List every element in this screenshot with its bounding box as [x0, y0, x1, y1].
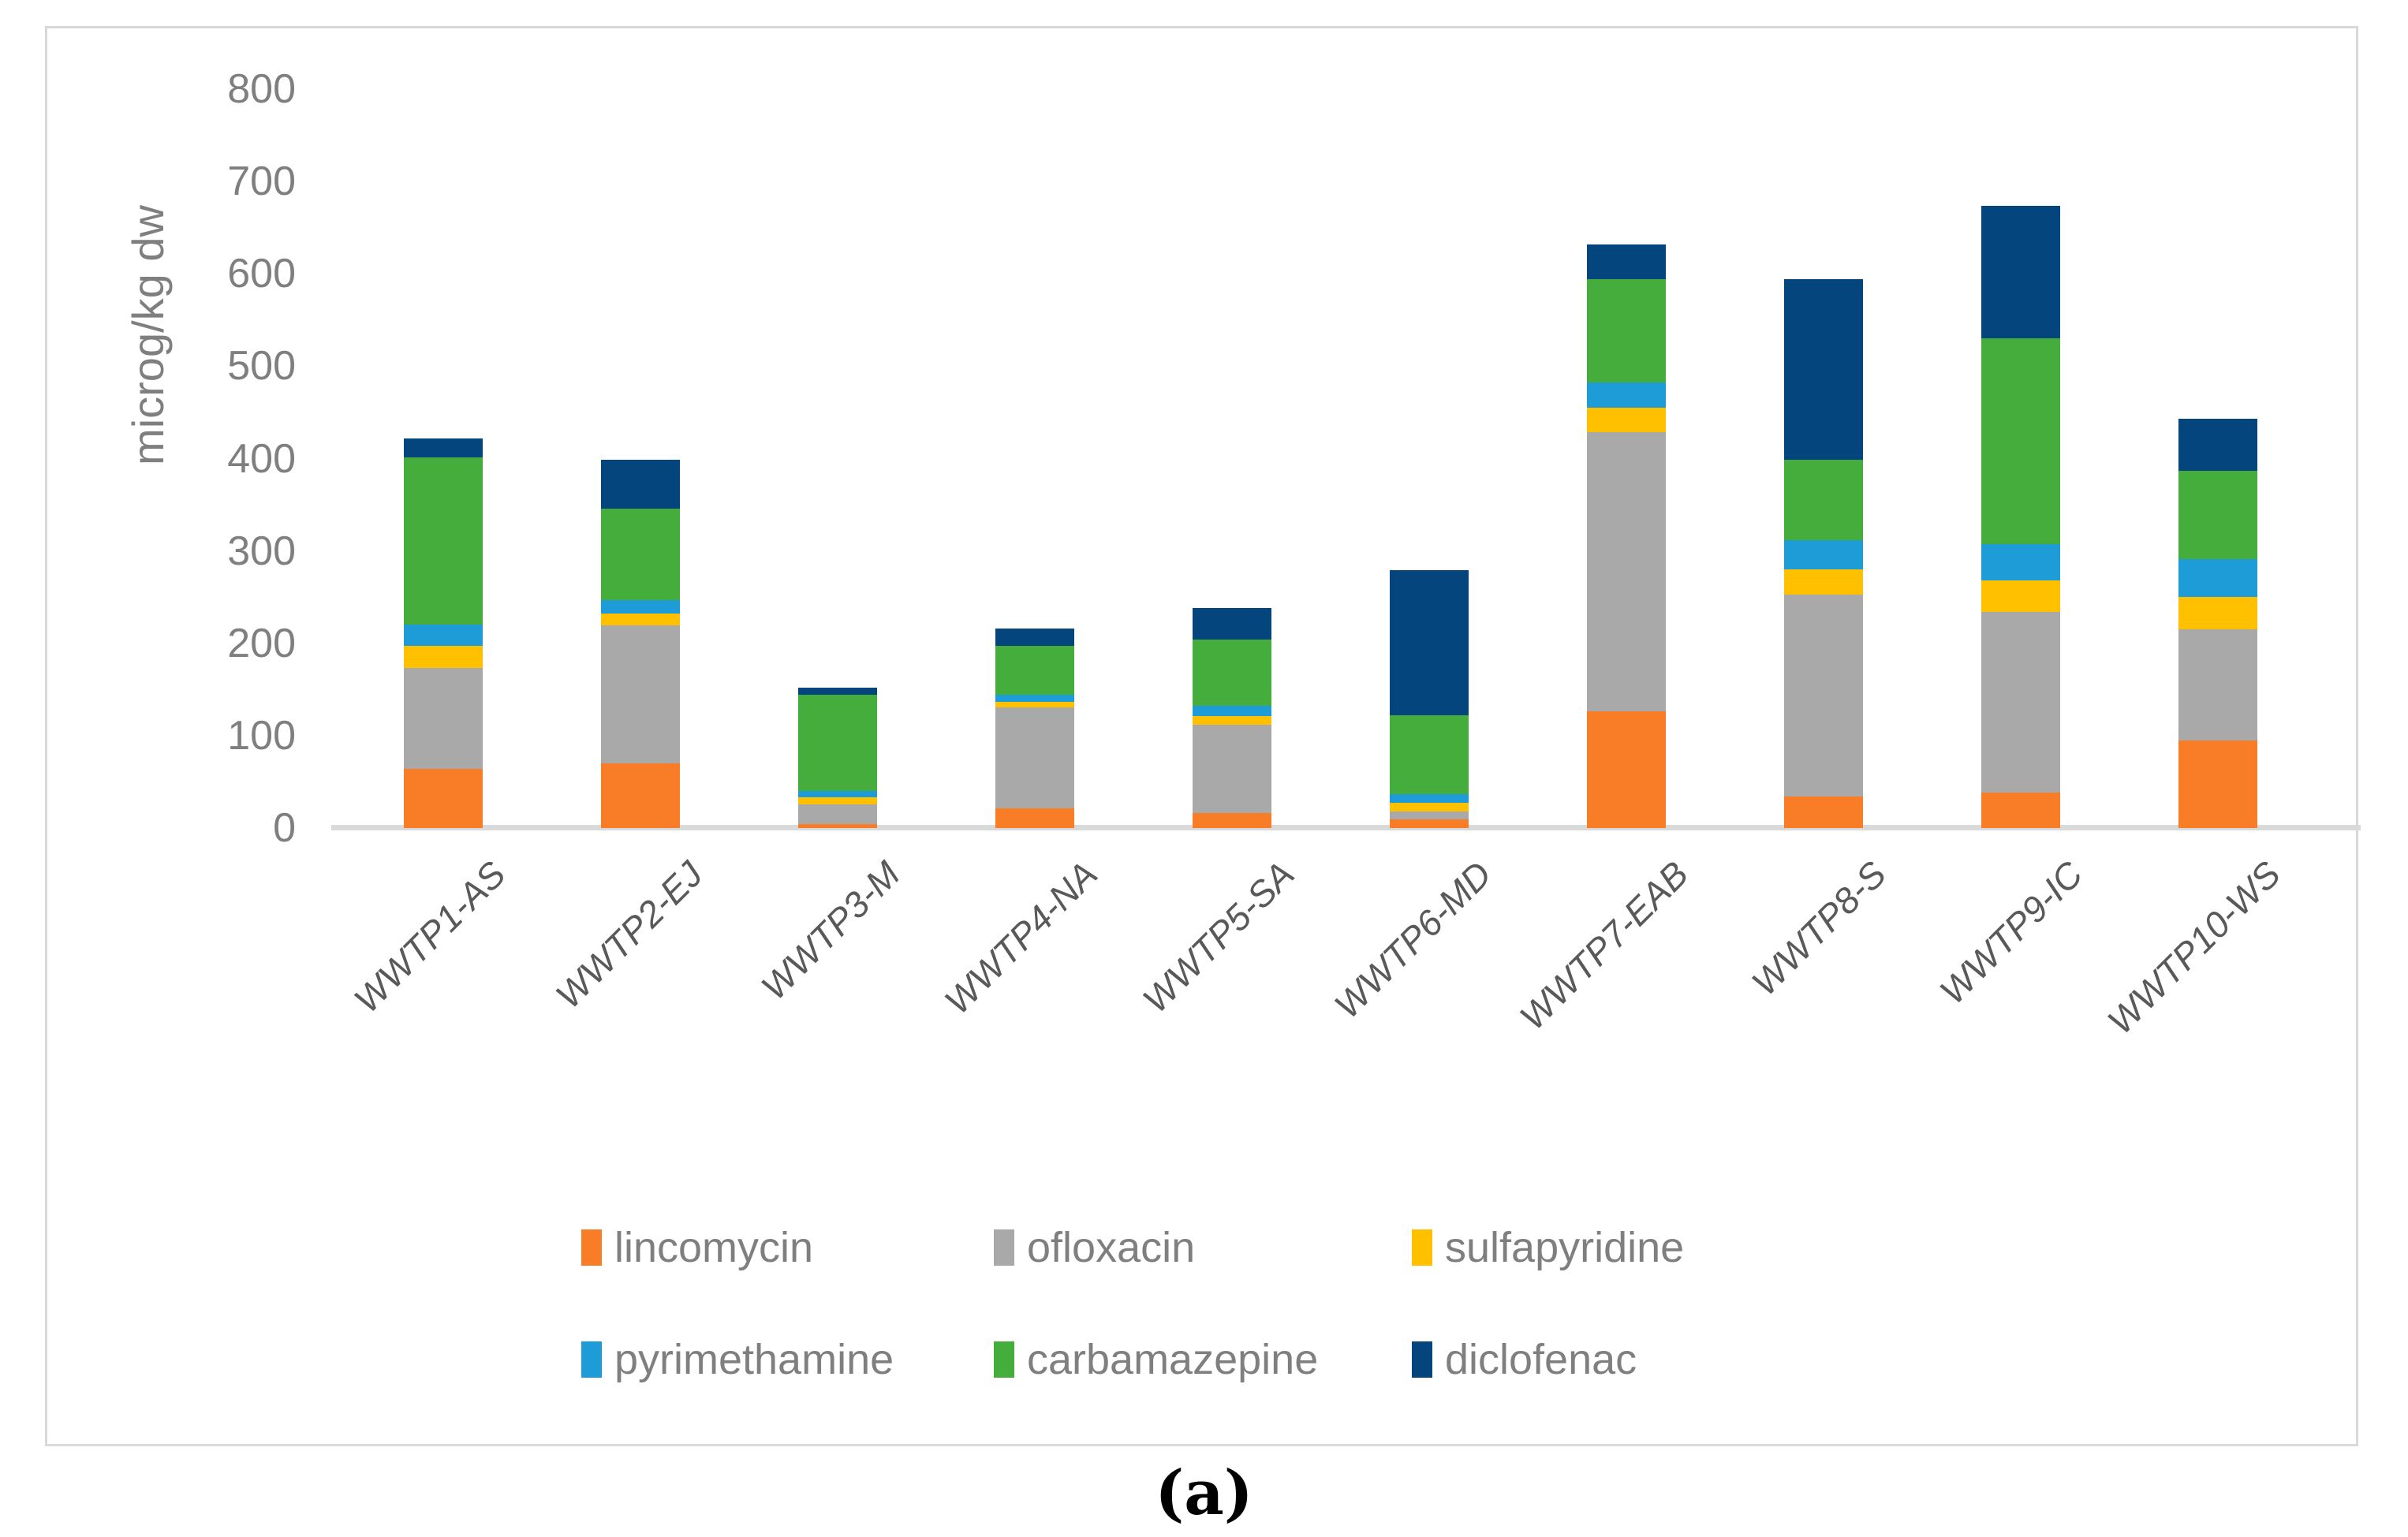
bar-segment-carbamazepine [404, 457, 483, 625]
legend-swatch-icon [1412, 1229, 1432, 1266]
bar-segment-diclofenac [1784, 279, 1863, 460]
bar-segment-lincomycin [798, 824, 877, 828]
bar-segment-diclofenac [995, 629, 1074, 647]
x-axis-line [331, 825, 2361, 830]
legend-label: carbamazepine [1027, 1336, 1319, 1383]
legend-row-1: lincomycin ofloxacin sulfapyridine [581, 1224, 1922, 1271]
legend-swatch-icon [581, 1341, 602, 1378]
legend-swatch-icon [994, 1341, 1014, 1378]
bar-segment-diclofenac [1193, 608, 1271, 640]
bar-segment-ofloxacin [1784, 594, 1863, 797]
bar-segment-lincomycin [1784, 796, 1863, 828]
bar-segment-sulfapyridine [1390, 803, 1469, 811]
y-tick-label: 400 [227, 435, 296, 482]
legend-item-pyrimethamine: pyrimethamine [581, 1336, 894, 1383]
bar-segment-diclofenac [404, 438, 483, 458]
y-tick-label: 200 [227, 620, 296, 666]
y-tick-label: 300 [227, 528, 296, 574]
bar-segment-pyrimethamine [1981, 544, 2060, 581]
bar-segment-ofloxacin [1981, 611, 2060, 793]
bar-segment-diclofenac [798, 687, 877, 696]
legend-row-2: pyrimethamine carbamazepine diclofenac [581, 1336, 1922, 1383]
legend-item-lincomycin: lincomycin [581, 1224, 813, 1271]
bar-segment-ofloxacin [1193, 724, 1271, 814]
bar-segment-ofloxacin [2178, 629, 2257, 741]
bar-segment-ofloxacin [601, 625, 680, 763]
bar-segment-lincomycin [601, 763, 680, 828]
bar-segment-sulfapyridine [798, 797, 877, 804]
bar-segment-carbamazepine [2178, 470, 2257, 560]
y-tick-label: 100 [227, 712, 296, 759]
bar-segment-carbamazepine [601, 508, 680, 600]
bar-segment-pyrimethamine [601, 599, 680, 614]
bar-segment-lincomycin [1390, 819, 1469, 828]
bar-segment-diclofenac [1981, 205, 2060, 339]
bar-segment-sulfapyridine [1193, 716, 1271, 725]
bar-segment-carbamazepine [1784, 459, 1863, 540]
y-tick-label: 700 [227, 159, 296, 205]
bar-segment-sulfapyridine [1587, 408, 1666, 432]
y-tick-label: 500 [227, 343, 296, 390]
bar-segment-lincomycin [1587, 711, 1666, 828]
bar-segment-pyrimethamine [1784, 539, 1863, 570]
bar-segment-pyrimethamine [404, 625, 483, 647]
legend-swatch-icon [994, 1229, 1014, 1266]
bar-segment-pyrimethamine [995, 695, 1074, 702]
legend-label: diclofenac [1445, 1336, 1637, 1383]
bar-segment-sulfapyridine [601, 614, 680, 626]
y-tick-label: 800 [227, 66, 296, 112]
bar-segment-carbamazepine [1390, 715, 1469, 794]
y-tick-label: 600 [227, 251, 296, 297]
bar-segment-sulfapyridine [2178, 597, 2257, 630]
bar-segment-carbamazepine [798, 695, 877, 792]
bar-segment-lincomycin [2178, 740, 2257, 828]
legend-label: lincomycin [614, 1224, 814, 1271]
legend-label: pyrimethamine [614, 1336, 894, 1383]
bar-segment-sulfapyridine [1981, 580, 2060, 612]
bar-segment-pyrimethamine [1193, 706, 1271, 717]
legend-item-carbamazepine: carbamazepine [994, 1336, 1318, 1383]
y-tick-label: 0 [273, 805, 296, 851]
legend-label: ofloxacin [1027, 1224, 1196, 1271]
bar-segment-sulfapyridine [404, 646, 483, 669]
bar-segment-lincomycin [404, 769, 483, 828]
bar-segment-ofloxacin [1587, 431, 1666, 712]
legend-swatch-icon [581, 1229, 602, 1266]
bar-segment-sulfapyridine [1784, 569, 1863, 595]
bar-segment-carbamazepine [995, 646, 1074, 696]
bar-segment-sulfapyridine [995, 701, 1074, 707]
bar-segment-diclofenac [2178, 419, 2257, 471]
bar-segment-ofloxacin [995, 707, 1074, 809]
bar-segment-carbamazepine [1981, 338, 2060, 545]
legend-item-ofloxacin: ofloxacin [994, 1224, 1195, 1271]
legend-label: sulfapyridine [1445, 1224, 1685, 1271]
bar-segment-pyrimethamine [1390, 793, 1469, 804]
bar-segment-diclofenac [1587, 244, 1666, 280]
legend-swatch-icon [1412, 1341, 1432, 1378]
legend-item-diclofenac: diclofenac [1412, 1336, 1637, 1383]
legend-item-sulfapyridine: sulfapyridine [1412, 1224, 1684, 1271]
bar-segment-diclofenac [1390, 570, 1469, 716]
bar-segment-pyrimethamine [2178, 559, 2257, 598]
bar-segment-carbamazepine [1587, 279, 1666, 383]
bar-segment-lincomycin [995, 808, 1074, 828]
bar-segment-pyrimethamine [798, 791, 877, 798]
bar-segment-lincomycin [1981, 793, 2060, 828]
bar-segment-carbamazepine [1193, 640, 1271, 707]
bar-segment-ofloxacin [404, 668, 483, 770]
bar-segment-ofloxacin [1390, 811, 1469, 820]
bar-segment-ofloxacin [798, 804, 877, 825]
bar-segment-lincomycin [1193, 813, 1271, 828]
figure-caption: (a) [1155, 1457, 1253, 1529]
bar-segment-diclofenac [601, 459, 680, 509]
bar-segment-pyrimethamine [1587, 382, 1666, 408]
